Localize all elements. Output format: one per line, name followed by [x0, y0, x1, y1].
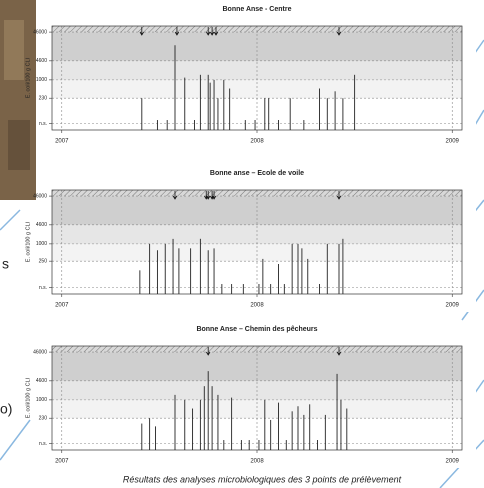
- y-tick-label: 250: [39, 258, 48, 264]
- y-tick-label: 46000: [33, 349, 47, 355]
- y-tick-label: 4600: [36, 58, 47, 64]
- x-tick-label: 2008: [250, 459, 264, 465]
- x-tick-label: 2009: [446, 459, 460, 465]
- y-tick-label: 4600: [36, 378, 47, 384]
- x-tick-label: 2009: [446, 303, 460, 309]
- y-tick-label: 4600: [36, 222, 47, 228]
- chart: Bonne Anse - Centre n.s. 230 1000 4600 46000 2…: [25, 6, 476, 148]
- x-tick-label: 2008: [250, 139, 264, 145]
- x-tick-label: 2009: [446, 139, 460, 145]
- y-tick-label: n.s.: [39, 285, 47, 291]
- y-tick-label: 230: [39, 96, 48, 102]
- y-tick-label: 1000: [36, 397, 47, 403]
- chart: Bonne Anse – Chemin des pêcheurs n.s. 230 1…: [25, 326, 476, 468]
- y-tick-label: 46000: [33, 193, 47, 199]
- chart-title: Bonne anse – Ecole de voile: [210, 170, 304, 177]
- slide: s o) Résultats des analyses microbiologi…: [0, 0, 484, 488]
- x-tick-label: 2007: [55, 303, 69, 309]
- slide-fragment: o): [0, 401, 12, 417]
- chart: Bonne anse – Ecole de voile n.s. 250 1000 46…: [25, 170, 476, 312]
- y-axis-label: E. coli/100 g CLI: [25, 221, 31, 262]
- y-tick-label: 230: [39, 416, 48, 422]
- photo-detail: [8, 120, 30, 170]
- x-tick-label: 2007: [55, 459, 69, 465]
- chart-title: Bonne Anse - Centre: [223, 6, 292, 13]
- chart-title: Bonne Anse – Chemin des pêcheurs: [196, 326, 317, 333]
- caption: Résultats des analyses microbiologiques …: [123, 474, 402, 484]
- y-tick-label: 1000: [36, 77, 47, 83]
- y-tick-label: n.s.: [39, 121, 47, 127]
- y-tick-label: n.s.: [39, 441, 47, 447]
- y-tick-label: 46000: [33, 29, 47, 35]
- y-tick-label: 1000: [36, 241, 47, 247]
- y-axis-label: E. coli/100 g CLI: [25, 377, 31, 418]
- x-tick-label: 2008: [250, 303, 264, 309]
- slide-fragment: s: [2, 256, 9, 272]
- photo-detail: [4, 20, 24, 80]
- x-tick-label: 2007: [55, 139, 69, 145]
- y-axis-label: E. coli/100 g CLI: [25, 57, 31, 98]
